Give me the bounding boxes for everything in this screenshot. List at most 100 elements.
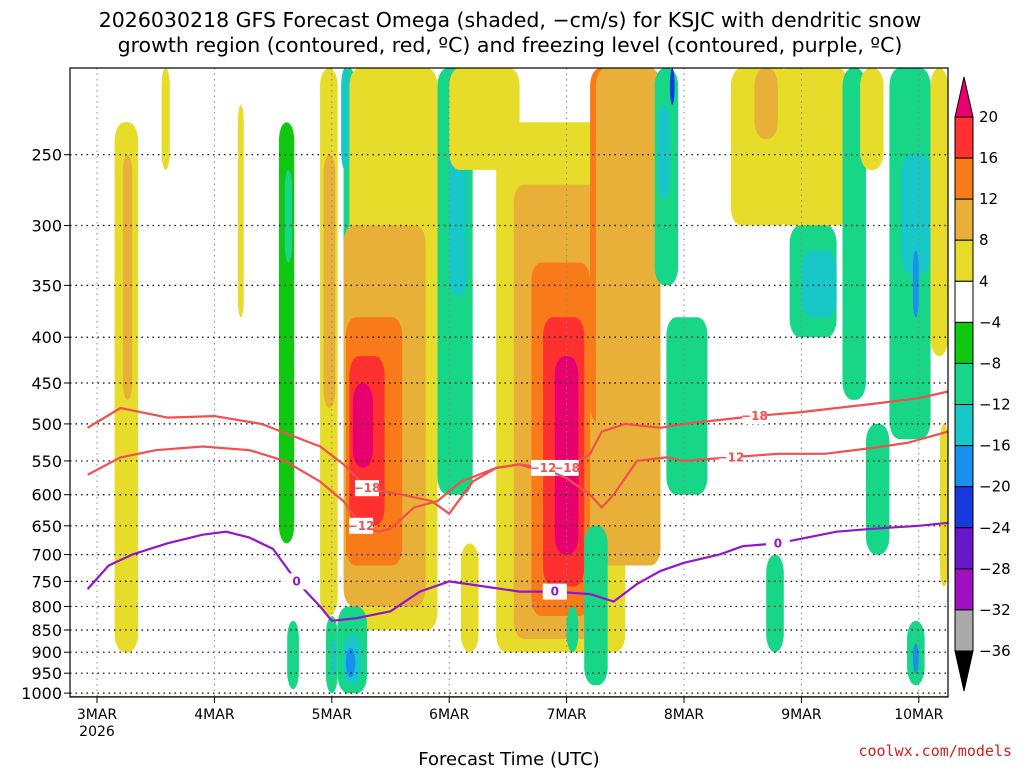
omega-cell-30 (554, 356, 579, 555)
colorbar: 20 16 12 8 4 −4 −8 −12 −16 −20 −24 −28 −32 −36 (954, 76, 1011, 692)
colorbar-label-4: 4 (979, 272, 989, 290)
omega-cell-47 (860, 68, 884, 170)
chart-title-line2: growth region (contoured, red, ºC) and f… (118, 33, 903, 57)
omega-cell-55 (939, 423, 948, 587)
y-axis: 250 300 350 400 450 500 550 600 650 700 750 800 850 9… (21, 146, 70, 703)
omega-cell-38 (669, 68, 675, 106)
omega-cell-41 (754, 68, 778, 139)
omega-cell-42 (766, 554, 784, 653)
colorbar-label-13: −36 (979, 642, 1011, 660)
colorbar-label-3: 8 (979, 231, 989, 249)
contour-label-bg-2-1 (542, 583, 567, 600)
contour-label-1-2: −12 (718, 450, 745, 464)
y-tick-label-300: 300 (31, 216, 62, 235)
credit-text: coolwx.com/models (858, 742, 1012, 760)
omega-cell-53 (912, 643, 919, 674)
contour-label-2-1: 0 (551, 585, 559, 599)
omega-cell-45 (801, 250, 837, 318)
contour-label-bg-0-2 (742, 408, 767, 425)
contour-label-0-1: −18 (553, 461, 580, 475)
omega-cell-33 (595, 68, 661, 566)
omega-cell-1 (122, 154, 133, 400)
omega-cell-13 (331, 639, 337, 678)
y-tick-label-850: 850 (31, 621, 62, 640)
colorbar-box-2 (954, 198, 974, 241)
colorbar-label-10: −24 (979, 519, 1011, 537)
chart-title-line1: 2026030218 GFS Forecast Omega (shaded, −… (99, 8, 922, 32)
y-tick-label-350: 350 (31, 276, 62, 295)
colorbar-label-12: −32 (979, 601, 1011, 619)
omega-cell-7 (287, 620, 299, 690)
colorbar-box-5 (954, 321, 974, 364)
contour-label-0-2: −18 (741, 409, 768, 423)
omega-cell-34 (584, 525, 608, 686)
colorbar-box-7 (954, 404, 974, 447)
x-tick-label-10MAR: 10MAR (894, 707, 943, 723)
colorbar-label-5: −4 (979, 313, 1001, 331)
colorbar-box-0 (954, 116, 974, 159)
contour-label-1-1: −12 (530, 461, 557, 475)
colorbar-box-1 (954, 157, 974, 200)
contour-label-bg-0-0 (355, 480, 380, 497)
contour-label-bg-0-1 (554, 459, 579, 476)
x-tick-label-9MAR: 9MAR (781, 707, 822, 723)
y-tick-label-950: 950 (31, 664, 62, 683)
colorbar-bottom-arrow (954, 650, 974, 692)
omega-cell-18 (352, 382, 373, 468)
colorbar-label-11: −28 (979, 560, 1011, 578)
x-axis-title: Forecast Time (UTC) (418, 749, 599, 768)
omega-cell-2 (161, 68, 170, 170)
omega-cell-11 (341, 68, 350, 170)
y-tick-label-400: 400 (31, 328, 62, 347)
contour-label-0-0: −18 (354, 481, 381, 495)
omega-cell-50 (901, 154, 931, 275)
colorbar-box-12 (954, 609, 974, 652)
omega-cell-9 (323, 154, 336, 409)
colorbar-label-8: −16 (979, 437, 1011, 455)
omega-cell-21 (345, 647, 356, 678)
contour-label-bg-1-0 (349, 517, 374, 534)
colorbar-box-11 (954, 568, 974, 611)
colorbar-label-7: −12 (979, 396, 1011, 414)
y-tick-label-750: 750 (31, 572, 62, 591)
y-tick-label-650: 650 (31, 517, 62, 536)
y-tick-label-900: 900 (31, 643, 62, 662)
colorbar-box-10 (954, 527, 974, 570)
x-tick-label-6MAR: 6MAR (429, 707, 470, 723)
x-tick-label-7MAR: 7MAR (546, 707, 587, 723)
colorbar-label-0: 20 (979, 108, 998, 126)
omega-cell-43 (777, 68, 849, 226)
omega-cell-6 (284, 169, 292, 263)
colorbar-top-arrow (954, 76, 974, 118)
contour-label-1-0: −12 (348, 519, 375, 533)
omega-cell-24 (460, 543, 479, 653)
contour-label-2-2: 0 (774, 536, 782, 550)
contour-label-2-0: 0 (292, 574, 300, 588)
y-tick-label-1000: 1000 (21, 684, 62, 703)
colorbar-label-2: 12 (979, 190, 998, 208)
colorbar-box-8 (954, 445, 974, 488)
colorbar-box-9 (954, 486, 974, 529)
omega-cell-39 (666, 317, 708, 495)
x-tick-label-4MAR: 4MAR (194, 707, 235, 723)
omega-cell-51 (912, 250, 919, 318)
contour-label-bg-1-1 (531, 459, 556, 476)
contour-label-bg-2-2 (765, 535, 790, 552)
contour-label-bg-2-0 (284, 573, 309, 590)
contour-label-bg-1-2 (718, 449, 743, 466)
omega-cell-3 (237, 105, 244, 318)
omega-shading (114, 68, 948, 694)
omega-cell-35 (566, 606, 579, 653)
colorbar-box-6 (954, 362, 974, 406)
omega-cell-54 (930, 68, 948, 357)
colorbar-box-4 (954, 280, 974, 323)
colorbar-label-1: 16 (979, 149, 998, 167)
colorbar-label-6: −8 (979, 354, 1001, 372)
omega-cell-48 (865, 423, 890, 555)
colorbar-label-9: −20 (979, 478, 1011, 496)
x-tick-label-5MAR: 5MAR (312, 707, 353, 723)
omega-cell-37 (658, 105, 670, 199)
